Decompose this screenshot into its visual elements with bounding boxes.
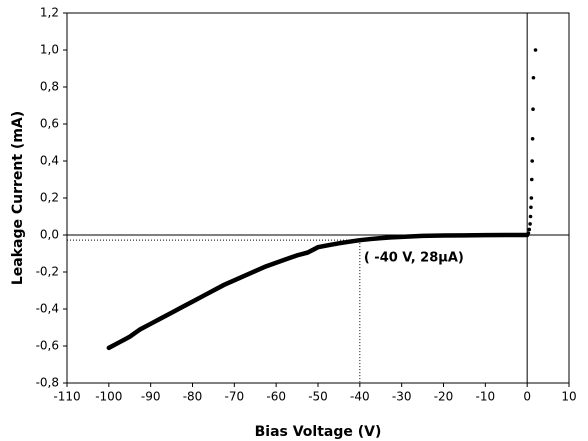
x-tick-label: -30 bbox=[392, 390, 412, 404]
x-axis-title: Bias Voltage (V) bbox=[255, 424, 382, 440]
x-tick-label: 0 bbox=[523, 390, 531, 404]
annotation: ( -40 V, 28µA) bbox=[364, 251, 464, 266]
x-tick-label: -110 bbox=[53, 390, 80, 404]
x-tick-label: -100 bbox=[95, 390, 122, 404]
x-tick-label: 10 bbox=[561, 390, 576, 404]
y-tick-label: -0,6 bbox=[36, 339, 59, 353]
y-tick-label: 1,0 bbox=[40, 43, 59, 57]
data-point bbox=[529, 177, 534, 182]
x-tick-label: -50 bbox=[308, 390, 328, 404]
x-tick-label: -70 bbox=[225, 390, 245, 404]
y-tick-label: 0,8 bbox=[40, 80, 59, 94]
data-point bbox=[526, 231, 531, 235]
x-tick-label: -90 bbox=[141, 390, 161, 404]
data-point bbox=[528, 222, 532, 226]
x-tick-label: -60 bbox=[266, 390, 286, 404]
x-tick-label: -40 bbox=[350, 390, 370, 404]
data-line bbox=[106, 232, 530, 351]
y-tick-label: 0,0 bbox=[40, 228, 59, 242]
y-tick-label: -0,2 bbox=[36, 265, 59, 279]
data-point bbox=[531, 75, 536, 80]
y-tick-label: -0,4 bbox=[36, 302, 59, 316]
y-tick-label: 1,2 bbox=[40, 6, 59, 20]
data-point bbox=[527, 227, 532, 232]
x-tick-label: -20 bbox=[434, 390, 454, 404]
data-point bbox=[530, 137, 535, 141]
x-tick-label: -10 bbox=[476, 390, 496, 404]
data-point bbox=[529, 196, 534, 200]
data-point bbox=[533, 48, 538, 52]
data-point bbox=[528, 214, 533, 219]
y-tick-label: 0,2 bbox=[40, 191, 59, 205]
y-tick-label: 0,4 bbox=[40, 154, 59, 168]
y-tick-label: 0,6 bbox=[40, 117, 59, 131]
data-point bbox=[531, 107, 535, 111]
y-axis-title: Leakage Current (mA) bbox=[10, 111, 26, 285]
data-point bbox=[530, 159, 534, 163]
y-tick-label: -0,8 bbox=[36, 376, 59, 390]
x-tick-label: -80 bbox=[183, 390, 203, 404]
data-point bbox=[529, 205, 533, 210]
